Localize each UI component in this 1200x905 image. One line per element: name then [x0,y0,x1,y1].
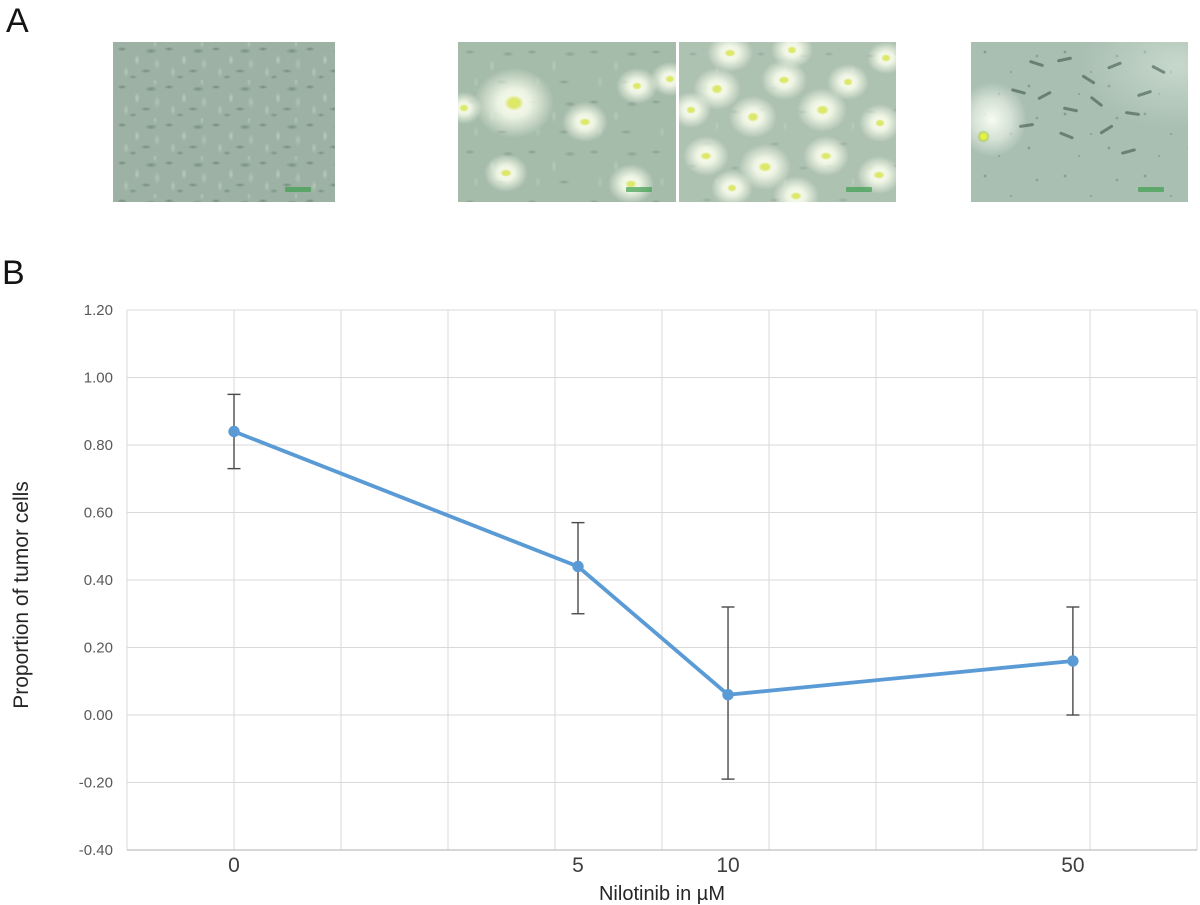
sparse-cell [1058,131,1075,140]
cell-colony-halo [707,42,753,72]
cell-colony-halo [867,42,896,74]
cell-colony-halo [761,60,807,100]
panel-a-label: A [6,2,29,40]
cell-colony-halo [608,164,654,202]
micrograph-mid-dose [679,42,896,202]
cell-colony-halo [484,154,528,192]
sparse-cell [1124,110,1141,117]
cell-colony-halo [773,176,819,202]
cell-colony-halo [859,104,896,142]
svg-text:5: 5 [572,854,584,877]
sparse-cell [1056,56,1073,63]
svg-text:0: 0 [228,854,240,877]
micrograph-high-dose [971,42,1188,202]
sparse-cell [1120,148,1137,155]
micrograph-untreated [113,42,335,202]
cell-colony-halo [650,62,676,96]
cell-colony-halo [729,96,777,138]
sparse-cell [1028,59,1045,68]
bright-cell-glow [971,82,1027,157]
scale-bar-icon [846,187,872,192]
svg-text:50: 50 [1061,854,1084,877]
sparse-cell [1136,89,1153,98]
sparse-cell [1106,61,1123,70]
cell-colony-halo [683,136,729,176]
svg-text:Nilotinib in µM: Nilotinib in µM [599,883,725,905]
sparse-cell [1062,106,1079,113]
svg-text:-0.40: -0.40 [79,842,113,859]
svg-text:0.80: 0.80 [84,437,113,454]
cell-colony-halo [803,136,849,176]
sparse-cell [1018,122,1035,129]
cell-colony-halo [458,92,482,124]
sparse-cell [1099,124,1114,135]
bright-cell-dot [977,130,990,143]
cell-colony-halo [562,102,608,142]
sparse-cell [1081,74,1096,85]
scale-bar-icon [285,187,311,192]
svg-text:-0.20: -0.20 [79,775,113,792]
svg-text:0.40: 0.40 [84,572,113,589]
cell-colony-halo [679,92,711,128]
sparse-cell [1151,64,1166,75]
sparse-cell [1037,90,1052,101]
svg-text:1.20: 1.20 [84,302,113,319]
svg-text:1.00: 1.00 [84,370,113,387]
svg-text:0.20: 0.20 [84,640,113,657]
svg-text:10: 10 [716,854,739,877]
sparse-cell [1089,95,1104,108]
scale-bar-icon [1138,187,1164,192]
panel-b-label: B [2,254,25,292]
scale-bar-icon [626,187,652,192]
cell-colony-halo [711,170,753,202]
svg-text:0.60: 0.60 [84,505,113,522]
cell-colony-halo [474,68,554,138]
cell-colony-halo [797,88,847,132]
svg-text:0.00: 0.00 [84,707,113,724]
svg-text:Proportion of tumor cells: Proportion of tumor cells [10,481,33,709]
proportion-of-tumor-cells-chart: 1.20 1.00 0.80 0.60 0.40 0.20 0.00 -0.20 -0.40 0 5… [10,302,1198,905]
micrograph-low-dose [458,42,676,202]
